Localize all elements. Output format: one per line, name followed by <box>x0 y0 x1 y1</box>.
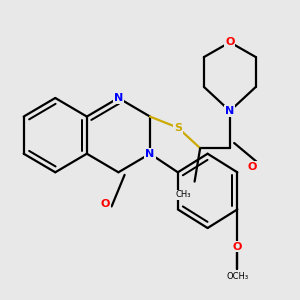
Text: O: O <box>248 162 257 172</box>
Text: O: O <box>225 37 235 47</box>
Text: O: O <box>232 242 242 252</box>
Text: N: N <box>114 93 123 103</box>
Text: N: N <box>146 149 154 159</box>
Text: O: O <box>101 199 110 209</box>
Text: N: N <box>225 106 235 116</box>
Text: CH₃: CH₃ <box>176 190 191 199</box>
Text: OCH₃: OCH₃ <box>226 272 248 281</box>
Text: S: S <box>174 123 182 133</box>
